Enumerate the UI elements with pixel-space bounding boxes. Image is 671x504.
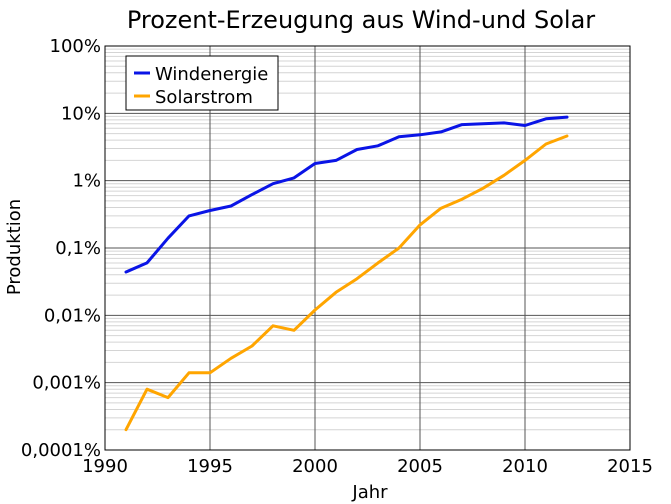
x-tick-label: 1995: [187, 456, 233, 477]
series-line-windenergie: [124, 115, 569, 274]
chart-title: Prozent-Erzeugung aus Wind-und Solar: [127, 6, 595, 34]
y-tick-label: 10%: [61, 103, 101, 124]
x-tick-label: 2000: [292, 456, 338, 477]
y-tick-labels: 0,0001% 0,001% 0,01% 0,1% 1% 10% 100%: [21, 36, 101, 461]
legend-box: [125, 55, 279, 111]
legend: Windenergie Solarstrom: [125, 55, 279, 111]
x-axis-label: Jahr: [351, 482, 388, 503]
y-tick-label: 1%: [72, 171, 101, 192]
plot-frame: [104, 45, 631, 451]
series-line-solarstrom: [124, 134, 569, 432]
legend-label-solarstrom: Solarstrom: [155, 87, 253, 108]
y-tick-label: 100%: [50, 36, 101, 57]
x-tick-label: 2015: [607, 456, 653, 477]
x-tick-labels: 1990 1995 2000 2005 2010 2015: [82, 456, 653, 477]
x-tick-label: 2010: [502, 456, 548, 477]
x-tick-label: 1990: [82, 456, 128, 477]
y-tick-label: 0,01%: [44, 305, 101, 326]
y-tick-label: 0,001%: [32, 373, 101, 394]
y-tick-label: 0,0001%: [21, 440, 101, 461]
y-tick-label: 0,1%: [55, 238, 101, 259]
legend-label-windenergie: Windenergie: [155, 64, 268, 85]
series-lines: [124, 115, 569, 432]
x-tick-label: 2005: [397, 456, 443, 477]
y-axis-label: Produktion: [4, 199, 25, 295]
